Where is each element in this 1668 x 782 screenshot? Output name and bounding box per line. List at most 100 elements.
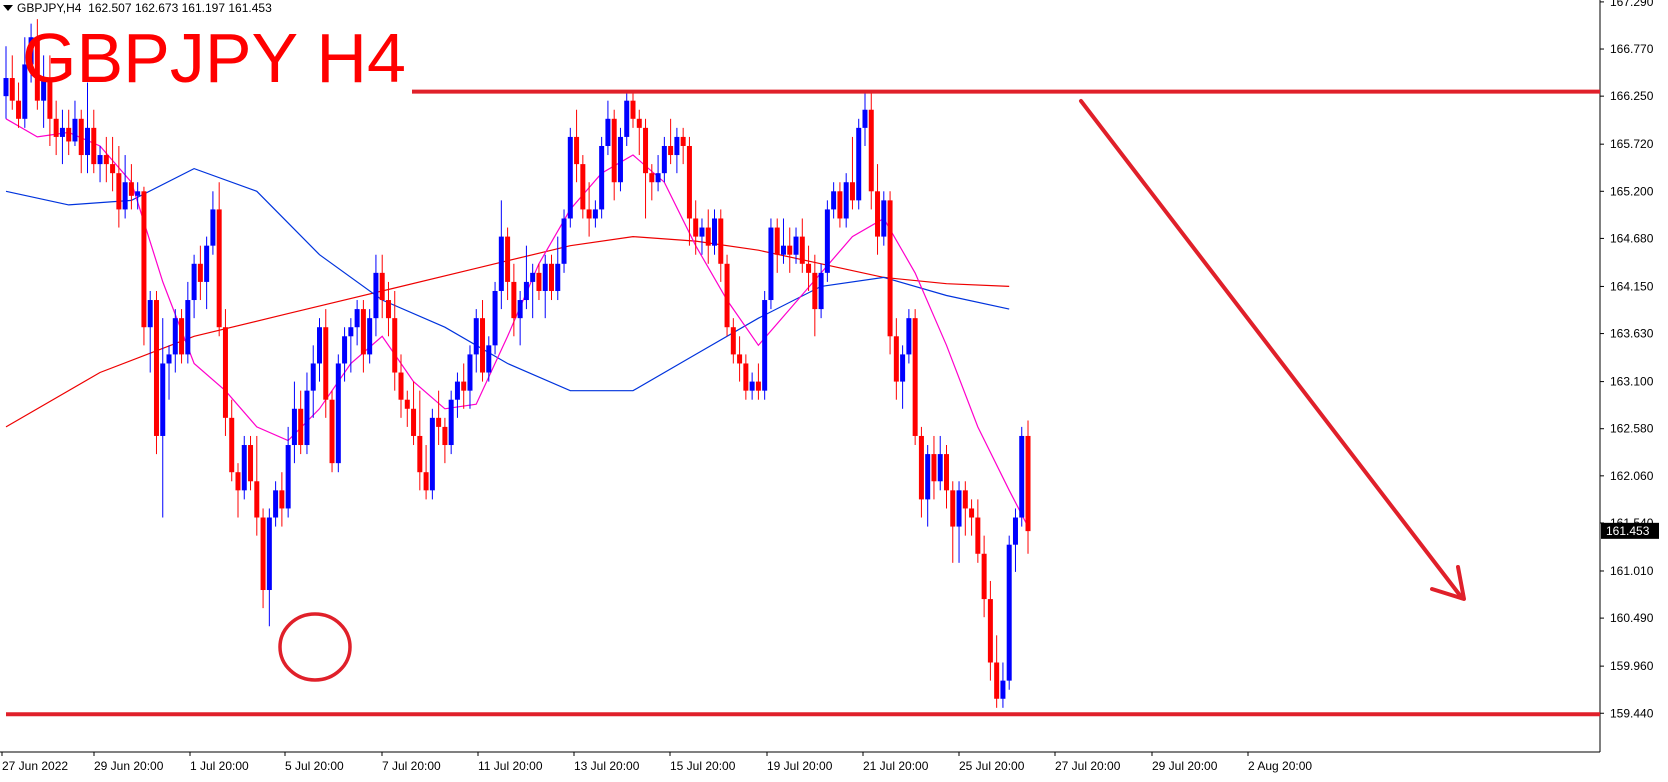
candle[interactable] [630,91,636,128]
candle[interactable] [793,227,799,264]
candle[interactable] [285,426,291,518]
candle[interactable] [674,127,680,174]
candle[interactable] [611,109,617,201]
candle[interactable] [856,118,862,210]
candle[interactable] [887,191,893,355]
candle[interactable] [210,191,216,255]
candle[interactable] [548,254,554,301]
candle[interactable] [9,55,15,110]
candle[interactable] [398,354,404,418]
candle[interactable] [724,254,730,337]
candle[interactable] [392,290,398,391]
candle[interactable] [59,109,65,165]
candle[interactable] [624,91,630,146]
candle[interactable] [730,318,736,364]
candle[interactable] [172,309,178,373]
candle[interactable] [1012,508,1018,572]
candle[interactable] [461,363,467,409]
candle[interactable] [47,55,53,146]
candle[interactable] [686,136,692,246]
candle[interactable] [241,435,247,500]
candle[interactable] [737,336,743,382]
candle[interactable] [354,300,360,346]
candle[interactable] [97,145,103,183]
candle[interactable] [605,100,611,156]
candle[interactable] [147,290,153,373]
candle[interactable] [22,37,28,128]
candle[interactable] [555,236,561,301]
candle[interactable] [912,309,918,446]
candle[interactable] [348,318,354,373]
candle[interactable] [893,318,899,400]
candle[interactable] [473,309,479,373]
candle[interactable] [1025,420,1031,554]
candle[interactable] [310,345,316,418]
candle[interactable] [969,499,975,536]
candle[interactable] [900,345,906,409]
candle[interactable] [110,136,116,192]
candle[interactable] [875,164,881,255]
candle[interactable] [448,390,454,455]
candle[interactable] [78,109,84,174]
candle[interactable] [881,191,887,246]
candle[interactable] [925,445,931,527]
candle[interactable] [599,136,605,219]
candle[interactable] [404,390,410,427]
candle[interactable] [360,300,366,373]
candle[interactable] [567,127,573,228]
candle[interactable] [586,182,592,237]
candle[interactable] [712,209,718,255]
candle[interactable] [260,508,266,609]
candle[interactable] [862,91,868,146]
candle[interactable] [574,109,580,183]
candle[interactable] [53,100,59,156]
candle[interactable] [561,209,567,273]
candle[interactable] [918,426,924,518]
candle[interactable] [204,236,210,310]
candle[interactable] [768,218,774,310]
candle[interactable] [248,435,254,491]
candle[interactable] [718,209,724,282]
candle[interactable] [197,245,203,301]
candle[interactable] [649,164,655,201]
candle[interactable] [693,200,699,255]
candle[interactable] [774,218,780,273]
candle[interactable] [323,309,329,418]
candle[interactable] [517,290,523,346]
candle[interactable] [160,318,166,518]
candle[interactable] [705,209,711,264]
candle[interactable] [486,336,492,382]
candle[interactable] [191,254,197,319]
candle[interactable] [317,318,322,382]
candle[interactable] [41,55,47,128]
candle[interactable] [937,435,943,491]
candle[interactable] [981,535,987,618]
candle[interactable] [643,118,649,219]
candle[interactable] [806,245,812,291]
candle[interactable] [994,635,1000,708]
candle[interactable] [849,136,855,210]
candle[interactable] [950,481,956,563]
candle[interactable] [542,254,548,319]
candle[interactable] [975,499,981,563]
candle[interactable] [429,408,435,500]
candle[interactable] [824,200,830,282]
candle[interactable] [617,127,623,192]
candle[interactable] [122,155,128,219]
candle[interactable] [523,245,529,310]
candle[interactable] [592,200,598,228]
candle[interactable] [72,100,78,146]
candle[interactable] [279,472,285,527]
candle[interactable] [530,263,536,319]
candle[interactable] [179,309,185,364]
candle[interactable] [511,263,517,337]
candle[interactable] [505,227,511,301]
candle[interactable] [762,290,768,400]
candle[interactable] [498,200,504,310]
swing-low-circle[interactable] [278,612,352,682]
dropdown-arrow-icon[interactable] [3,5,13,11]
candle[interactable] [373,254,379,337]
candle[interactable] [135,182,141,210]
candle[interactable] [843,173,849,228]
